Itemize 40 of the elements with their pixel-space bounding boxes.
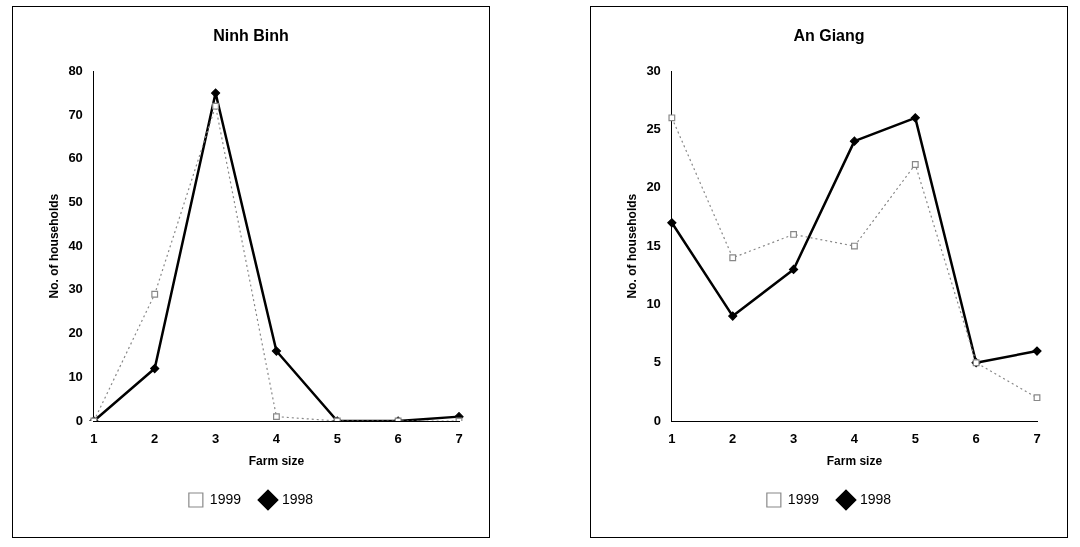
x-tick-label: 6 <box>394 431 402 447</box>
chart-title: Ninh Binh <box>213 27 289 45</box>
y-tick-label: 25 <box>646 121 661 137</box>
x-tick-label: 6 <box>972 431 980 447</box>
legend-label: 1999 <box>787 490 820 507</box>
y-tick-label: 20 <box>646 179 661 195</box>
x-tick-label: 5 <box>911 431 919 447</box>
x-tick-label: 7 <box>455 431 463 447</box>
x-axis-title: Farm size <box>248 454 305 469</box>
x-tick-label: 5 <box>333 431 341 447</box>
y-tick-label: 15 <box>646 237 661 253</box>
y-tick-label: 5 <box>653 354 661 370</box>
legend-label: 1998 <box>860 490 892 507</box>
y-axis-title: No. of households <box>624 193 639 299</box>
chart-title: An Giang <box>793 27 865 45</box>
y-tick-label: 50 <box>68 193 83 209</box>
y-tick-label: 30 <box>68 281 83 297</box>
x-tick-label: 3 <box>789 431 798 447</box>
x-axis-title: Farm size <box>826 454 883 469</box>
x-tick-label: 4 <box>850 431 859 447</box>
y-tick-label: 70 <box>68 106 83 122</box>
y-tick-label: 20 <box>68 325 83 341</box>
x-tick-label: 2 <box>151 431 159 447</box>
x-tick-label: 2 <box>729 431 737 447</box>
y-tick-label: 80 <box>68 62 83 78</box>
legend-label: 1998 <box>282 490 314 507</box>
y-tick-label: 60 <box>68 150 83 166</box>
y-tick-label: 40 <box>68 237 83 253</box>
x-tick-label: 7 <box>1033 431 1041 447</box>
y-tick-label: 30 <box>646 62 661 78</box>
legend-label: 1999 <box>209 490 242 507</box>
y-tick-label: 10 <box>68 368 83 384</box>
x-tick-label: 3 <box>211 431 220 447</box>
x-tick-label: 1 <box>668 431 676 447</box>
x-tick-label: 1 <box>90 431 98 447</box>
x-tick-label: 4 <box>272 431 281 447</box>
y-tick-label: 0 <box>653 412 661 428</box>
y-axis-title: No. of households <box>46 193 61 299</box>
y-tick-label: 10 <box>646 295 661 311</box>
y-tick-label: 0 <box>75 412 83 428</box>
